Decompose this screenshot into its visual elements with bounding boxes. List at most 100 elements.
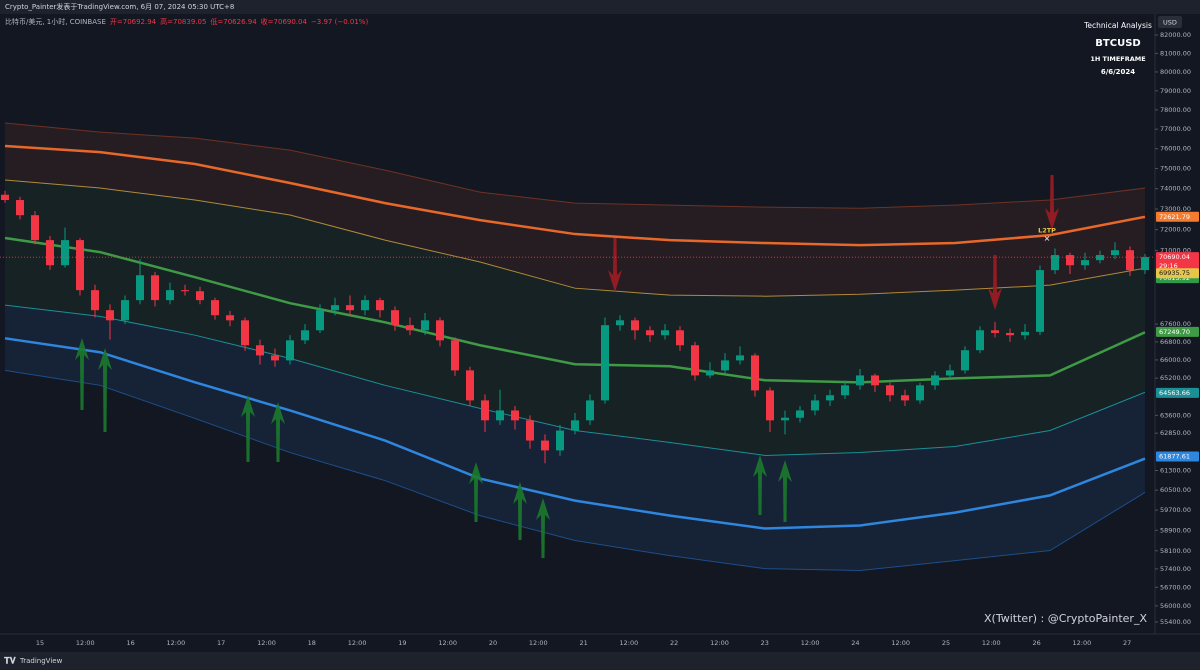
up-arrow <box>778 460 792 522</box>
candle-body <box>361 300 369 311</box>
x-tick-label: 19 <box>398 639 406 647</box>
candle-body <box>16 200 24 216</box>
price-label-box <box>1156 326 1199 337</box>
candle-body <box>1006 332 1014 336</box>
x-tick-label: 25 <box>942 639 950 647</box>
down-arrow <box>608 238 622 292</box>
candle-body <box>31 215 39 241</box>
candle-body <box>541 440 549 451</box>
candle-body <box>1051 255 1059 271</box>
candle-body <box>196 291 204 301</box>
candle-body <box>76 240 84 291</box>
candle-body <box>721 360 729 371</box>
candle-body <box>946 370 954 376</box>
x-tick-label: 17 <box>217 639 225 647</box>
arrows <box>75 175 1059 558</box>
x-tick-label: 16 <box>126 639 134 647</box>
candles <box>1 190 1149 464</box>
band-line <box>4 337 1146 530</box>
candle-body <box>151 275 159 301</box>
y-tick-label: 77000.00 <box>1160 125 1191 133</box>
x-tick-label: 12:00 <box>76 639 95 647</box>
watermark: X(Twitter) : @CryptoPainter_X <box>984 612 1147 625</box>
y-tick-label: 56700.00 <box>1160 583 1191 591</box>
x-tick-label: 24 <box>851 639 859 647</box>
up-arrow <box>753 455 767 515</box>
candle-body <box>496 410 504 421</box>
x-tick-label: 12:00 <box>529 639 548 647</box>
x-tick-label: 12:00 <box>1073 639 1092 647</box>
y-tick-label: 65200.00 <box>1160 374 1191 382</box>
candle-body <box>226 315 234 321</box>
legend-item: 低=70626.94 <box>210 17 257 26</box>
price-label: 72621.79 <box>1159 213 1190 221</box>
band-fill <box>5 122 1145 297</box>
x-tick-label: 12:00 <box>257 639 276 647</box>
candle-body <box>481 400 489 421</box>
candle-body <box>841 385 849 396</box>
y-tick-label: 58900.00 <box>1160 526 1191 534</box>
y-tick-label: 57400.00 <box>1160 565 1191 573</box>
band-fill <box>5 305 1145 571</box>
candle-body <box>1096 255 1104 261</box>
price-axis <box>1155 14 1200 634</box>
price-label: 64563.66 <box>1159 389 1190 397</box>
currency: USD <box>1163 19 1177 27</box>
x-tick-label: 20 <box>489 639 497 647</box>
candle-body <box>1066 255 1074 266</box>
y-tick-label: 75000.00 <box>1160 165 1191 173</box>
y-tick-label: 67600.00 <box>1160 320 1191 328</box>
x-tick-label: 12:00 <box>891 639 910 647</box>
down-arrow <box>988 255 1002 310</box>
candle-body <box>646 330 654 336</box>
x-tick-label: 27 <box>1123 639 1131 647</box>
candle-body <box>931 375 939 386</box>
price-label-box <box>1156 252 1199 273</box>
candle-body <box>586 400 594 421</box>
candle-body <box>286 340 294 361</box>
candle-body <box>436 320 444 341</box>
candle-body <box>616 320 624 326</box>
candle-body <box>46 240 54 266</box>
brand-logo: 𝐓𝐕 <box>4 656 17 667</box>
y-tick-label: 59700.00 <box>1160 506 1191 514</box>
up-arrow <box>75 338 89 410</box>
band-line <box>4 122 1146 209</box>
candle-body <box>976 330 984 351</box>
y-tick-label: 56000.00 <box>1160 602 1191 610</box>
band-line <box>4 144 1146 247</box>
candle-body <box>421 320 429 331</box>
up-arrow <box>98 348 112 432</box>
candle-body <box>571 420 579 431</box>
candle-body <box>556 430 564 451</box>
y-tick-label: 71000.00 <box>1160 247 1191 255</box>
down-arrow <box>1045 175 1059 230</box>
x-tick-label: 12:00 <box>167 639 186 647</box>
candle-body <box>166 290 174 301</box>
candle-body <box>781 417 789 421</box>
currency-box[interactable] <box>1158 16 1182 28</box>
candle-body <box>91 290 99 311</box>
candle-body <box>1141 257 1149 271</box>
annotation-marker: × <box>1044 234 1051 243</box>
legend-item: 高=70839.05 <box>160 17 206 26</box>
candle-body <box>1036 270 1044 332</box>
price-label-box <box>1156 268 1199 279</box>
price-label: 67249.70 <box>1159 328 1190 336</box>
y-tick-label: 72000.00 <box>1160 226 1191 234</box>
x-tick-label: 12:00 <box>438 639 457 647</box>
candle-body <box>181 290 189 292</box>
price-label: 70690.04 <box>1159 253 1190 261</box>
candle-body <box>766 390 774 421</box>
price-label: 69935.75 <box>1159 269 1190 277</box>
candle-body <box>991 330 999 333</box>
up-arrow <box>271 402 285 462</box>
candle-body <box>121 300 129 321</box>
annotation: L2TP <box>1038 227 1056 235</box>
band-line <box>4 179 1146 297</box>
y-tick-label: 55400.00 <box>1160 618 1191 626</box>
panel-date: 6/6/2024 <box>1101 68 1135 76</box>
candle-body <box>331 305 339 311</box>
candle-body <box>886 385 894 396</box>
